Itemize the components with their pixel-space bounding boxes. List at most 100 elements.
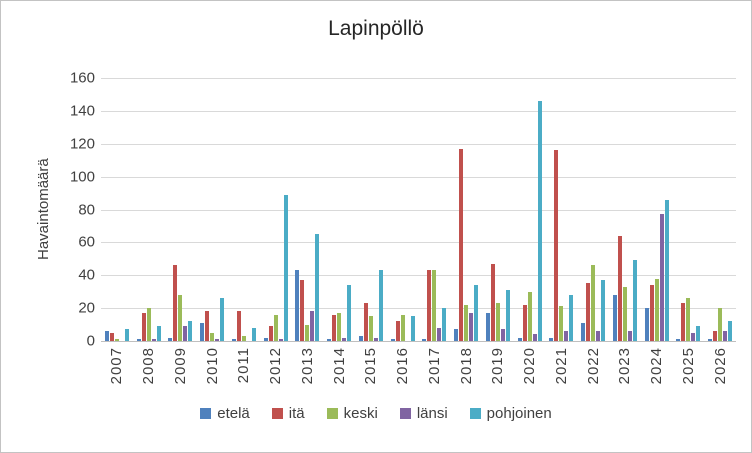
bar-pohjoinen-2020 — [537, 101, 542, 341]
y-tick-label-120: 120 — [69, 135, 95, 153]
bar-itä-2015 — [363, 303, 368, 341]
x-tick-label-2021: 2021 — [552, 347, 570, 385]
bar-pohjoinen-2019 — [505, 290, 510, 341]
bar-group-2022 — [577, 78, 609, 341]
bar-itä-2025 — [681, 303, 686, 341]
bar-pohjoinen-2024 — [664, 200, 669, 341]
gridline-20 — [101, 308, 736, 310]
bar-group-2025 — [673, 78, 705, 341]
bar-etelä-2018 — [454, 329, 459, 341]
bar-itä-2009 — [173, 265, 178, 341]
legend-label-länsi: länsi — [416, 405, 448, 422]
legend-swatch-pohjoinen — [469, 408, 481, 419]
bar-pohjoinen-2018 — [474, 285, 479, 341]
gridline-100 — [101, 176, 736, 178]
bar-group-2007 — [101, 78, 133, 341]
legend-label-keski: keski — [343, 405, 378, 422]
bar-pohjoinen-2022 — [601, 280, 606, 341]
x-tick-cell-2010: 2010 — [196, 347, 228, 384]
bar-etelä-2019 — [485, 313, 490, 341]
x-tick-label-2019: 2019 — [489, 347, 507, 385]
bar-länsi-2023 — [627, 331, 632, 341]
x-tick-label-2026: 2026 — [711, 347, 729, 385]
bar-etelä-2021 — [549, 338, 554, 341]
bar-länsi-2010 — [215, 339, 220, 341]
x-tick-cell-2014: 2014 — [323, 347, 355, 384]
bar-keski-2018 — [464, 305, 469, 341]
bar-länsi-2020 — [532, 334, 537, 341]
legend-swatch-keski — [326, 408, 338, 419]
bar-itä-2024 — [649, 285, 654, 341]
bar-group-2010 — [196, 78, 228, 341]
legend: etelä itä keski länsi pohjoinen — [1, 405, 751, 422]
bar-itä-2007 — [109, 333, 114, 341]
bar-pohjoinen-2013 — [315, 234, 320, 341]
y-tick-label-80: 80 — [78, 201, 95, 218]
bar-itä-2018 — [459, 149, 464, 341]
bar-länsi-2013 — [310, 311, 315, 341]
bar-itä-2019 — [490, 264, 495, 341]
x-tick-cell-2020: 2020 — [514, 347, 546, 384]
legend-label-pohjoinen: pohjoinen — [486, 405, 552, 422]
x-tick-label-2008: 2008 — [140, 347, 158, 385]
legend-swatch-itä — [271, 408, 283, 419]
y-tick-label-20: 20 — [78, 299, 95, 317]
gridline-40 — [101, 275, 736, 277]
bar-länsi-2019 — [500, 329, 505, 341]
x-tick-cell-2024: 2024 — [641, 347, 673, 384]
bar-itä-2011 — [236, 311, 241, 341]
bar-länsi-2014 — [342, 338, 347, 341]
x-tick-label-2018: 2018 — [457, 347, 475, 385]
bar-etelä-2020 — [517, 338, 522, 341]
x-tick-cell-2023: 2023 — [609, 347, 641, 384]
bar-pohjoinen-2007 — [124, 329, 129, 341]
gridline-120 — [101, 143, 736, 145]
x-tick-label-2011: 2011 — [235, 347, 253, 384]
gridline-160 — [101, 78, 736, 79]
bar-etelä-2025 — [676, 339, 681, 341]
bar-group-2020 — [514, 78, 546, 341]
gridline-60 — [101, 242, 736, 244]
x-tick-label-2010: 2010 — [203, 347, 221, 385]
bar-etelä-2011 — [231, 339, 236, 341]
bar-etelä-2014 — [327, 339, 332, 341]
x-tick-label-2024: 2024 — [648, 347, 666, 385]
bar-keski-2009 — [178, 295, 183, 341]
bar-group-2017 — [419, 78, 451, 341]
bar-group-2009 — [165, 78, 197, 341]
x-tick-label-2013: 2013 — [298, 347, 316, 385]
bar-länsi-2021 — [564, 331, 569, 341]
bar-group-2008 — [133, 78, 165, 341]
bar-group-2019 — [482, 78, 514, 341]
y-tick-label-100: 100 — [69, 168, 95, 186]
bar-pohjoinen-2025 — [696, 326, 701, 341]
x-tick-cell-2022: 2022 — [577, 347, 609, 384]
bar-länsi-2008 — [151, 339, 156, 341]
x-tick-cell-2019: 2019 — [482, 347, 514, 384]
bar-pohjoinen-2016 — [410, 316, 415, 341]
bar-pohjoinen-2009 — [188, 321, 193, 341]
bar-itä-2017 — [427, 270, 432, 341]
x-tick-cell-2012: 2012 — [260, 347, 292, 384]
x-tick-label-2016: 2016 — [394, 347, 412, 385]
bar-pohjoinen-2011 — [251, 328, 256, 341]
bar-keski-2012 — [273, 315, 278, 341]
bar-etelä-2017 — [422, 339, 427, 341]
bar-keski-2013 — [305, 325, 310, 341]
bar-itä-2016 — [395, 321, 400, 341]
bar-etelä-2023 — [612, 295, 617, 341]
bar-keski-2008 — [146, 308, 151, 341]
bar-etelä-2015 — [358, 336, 363, 341]
bar-etelä-2010 — [200, 323, 205, 341]
bar-itä-2021 — [554, 150, 559, 341]
y-tick-label-0: 0 — [86, 332, 95, 350]
bar-group-2024 — [641, 78, 673, 341]
bar-länsi-2012 — [278, 339, 283, 341]
bar-länsi-2017 — [437, 328, 442, 341]
bar-etelä-2008 — [136, 339, 141, 341]
legend-swatch-etelä — [200, 408, 212, 419]
x-axis-tick-labels: 2007 2008 2009 2010 2011 2012 2013 2014 2015 2016… — [101, 347, 736, 384]
bar-group-2012 — [260, 78, 292, 341]
bar-länsi-2026 — [723, 331, 728, 341]
gridline-0 — [101, 341, 736, 342]
